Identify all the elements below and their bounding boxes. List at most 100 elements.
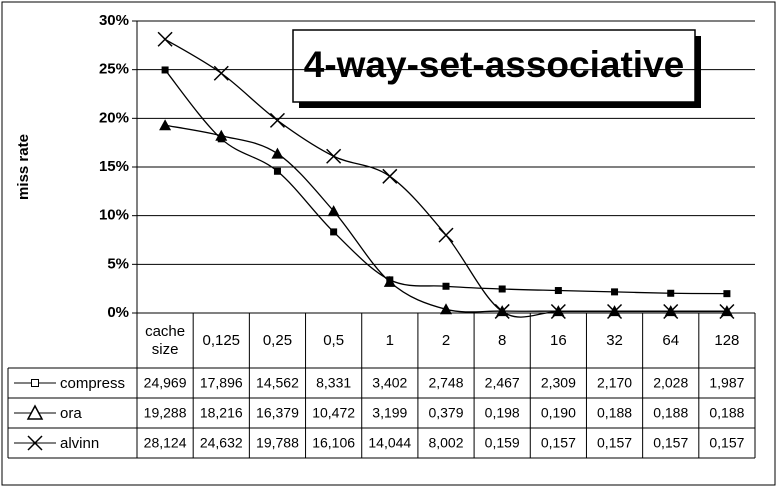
title-box xyxy=(292,29,696,103)
table-value: 19,788 xyxy=(256,435,299,451)
x-tick-label: 32 xyxy=(606,331,623,349)
x-tick-label-box: cache size xyxy=(145,322,186,358)
table-value: 0,157 xyxy=(597,435,632,451)
legend-label: compress xyxy=(60,375,125,392)
marker xyxy=(159,119,172,131)
marker xyxy=(723,290,731,298)
table-value: 24,969 xyxy=(144,375,187,391)
marker xyxy=(215,129,228,141)
marker xyxy=(213,65,229,81)
marker xyxy=(383,275,396,287)
table-value: 2,309 xyxy=(541,375,576,391)
legend-label: alvinn xyxy=(60,435,99,452)
table-value: 24,632 xyxy=(200,435,243,451)
marker xyxy=(326,148,342,164)
x-tick-label-box: 128 xyxy=(714,331,740,349)
table-value: 0,190 xyxy=(541,405,576,421)
x-tick-label: 0,25 xyxy=(262,331,293,349)
x-tick-label-box: 0,25 xyxy=(262,331,293,349)
x-tick-label-box: 2 xyxy=(441,331,451,349)
table-value: 2,748 xyxy=(428,375,463,391)
x-tick-label: cache size xyxy=(145,322,186,358)
table-value: 16,106 xyxy=(312,435,355,451)
marker xyxy=(498,285,506,293)
table-value: 0,188 xyxy=(653,405,688,421)
table-value: 19,288 xyxy=(144,405,187,421)
x-tick-label-box: 32 xyxy=(606,331,623,349)
legend-marker xyxy=(26,404,44,420)
x-tick-label: 16 xyxy=(550,331,567,349)
y-tick-label: 15% xyxy=(99,158,129,175)
table-value: 28,124 xyxy=(144,435,187,451)
y-axis-label: miss rate xyxy=(15,134,32,200)
x-tick-label-box: 8 xyxy=(497,331,507,349)
x-tick-label-box: 0,5 xyxy=(323,331,345,349)
marker xyxy=(157,31,173,47)
y-tick-label: 20% xyxy=(99,109,129,126)
table-value: 0,188 xyxy=(597,405,632,421)
x-tick-label: 1 xyxy=(385,331,394,349)
x-tick-label: 0,5 xyxy=(323,331,345,349)
marker xyxy=(273,167,281,175)
table-value: 16,379 xyxy=(256,405,299,421)
legend-label: ora xyxy=(60,405,82,422)
table-value: 0,198 xyxy=(485,405,520,421)
marker xyxy=(663,303,679,320)
marker xyxy=(494,303,510,319)
y-tick-label: 25% xyxy=(99,61,129,78)
marker xyxy=(719,303,735,320)
table-value: 0,157 xyxy=(709,435,744,451)
table-value: 3,199 xyxy=(372,405,407,421)
table-value: 17,896 xyxy=(200,375,243,391)
table-value: 18,216 xyxy=(200,405,243,421)
table-value: 14,562 xyxy=(256,375,299,391)
table-value: 8,331 xyxy=(316,375,351,391)
marker xyxy=(611,288,619,296)
x-tick-label: 0,125 xyxy=(202,331,241,349)
marker xyxy=(161,66,169,74)
x-tick-label: 2 xyxy=(441,331,451,349)
marker xyxy=(667,289,675,297)
marker xyxy=(550,303,566,320)
table-value: 0,157 xyxy=(653,435,688,451)
marker xyxy=(554,287,562,295)
table-value: 2,170 xyxy=(597,375,632,391)
y-tick-label: 0% xyxy=(107,304,129,321)
x-tick-label-box: 0,125 xyxy=(202,331,241,349)
table-value: 0,157 xyxy=(541,435,576,451)
marker xyxy=(607,303,623,320)
series-line xyxy=(164,69,727,295)
table-value: 8,002 xyxy=(428,435,463,451)
table-value: 3,402 xyxy=(372,375,407,391)
legend-marker xyxy=(31,379,39,387)
table-value: 10,472 xyxy=(312,405,355,421)
table-value: 0,379 xyxy=(428,405,463,421)
x-tick-label: 8 xyxy=(497,331,507,349)
x-tick-label-box: 64 xyxy=(662,331,680,349)
marker xyxy=(327,205,340,217)
marker xyxy=(438,227,454,243)
y-tick-label: 10% xyxy=(99,207,129,224)
table-value: 14,044 xyxy=(368,435,411,451)
x-tick-label: 128 xyxy=(714,331,740,349)
x-tick-label-box: 16 xyxy=(550,331,567,349)
x-tick-label: 64 xyxy=(662,331,680,349)
marker xyxy=(382,168,398,184)
table-value: 0,159 xyxy=(485,435,520,451)
table-value: 0,188 xyxy=(709,405,744,421)
chart-title: 4-way-set-associative xyxy=(304,44,684,85)
x-tick-label-box: 1 xyxy=(385,331,394,349)
marker xyxy=(271,147,284,159)
marker xyxy=(442,282,450,290)
marker xyxy=(440,303,452,315)
y-tick-label: 30% xyxy=(99,12,129,29)
marker xyxy=(330,228,338,236)
table-value: 2,028 xyxy=(653,375,688,391)
table-value: 1,987 xyxy=(709,375,744,391)
marker xyxy=(269,112,285,128)
table-value: 2,467 xyxy=(485,375,520,391)
legend-marker xyxy=(27,435,43,451)
y-tick-label: 5% xyxy=(107,255,129,272)
